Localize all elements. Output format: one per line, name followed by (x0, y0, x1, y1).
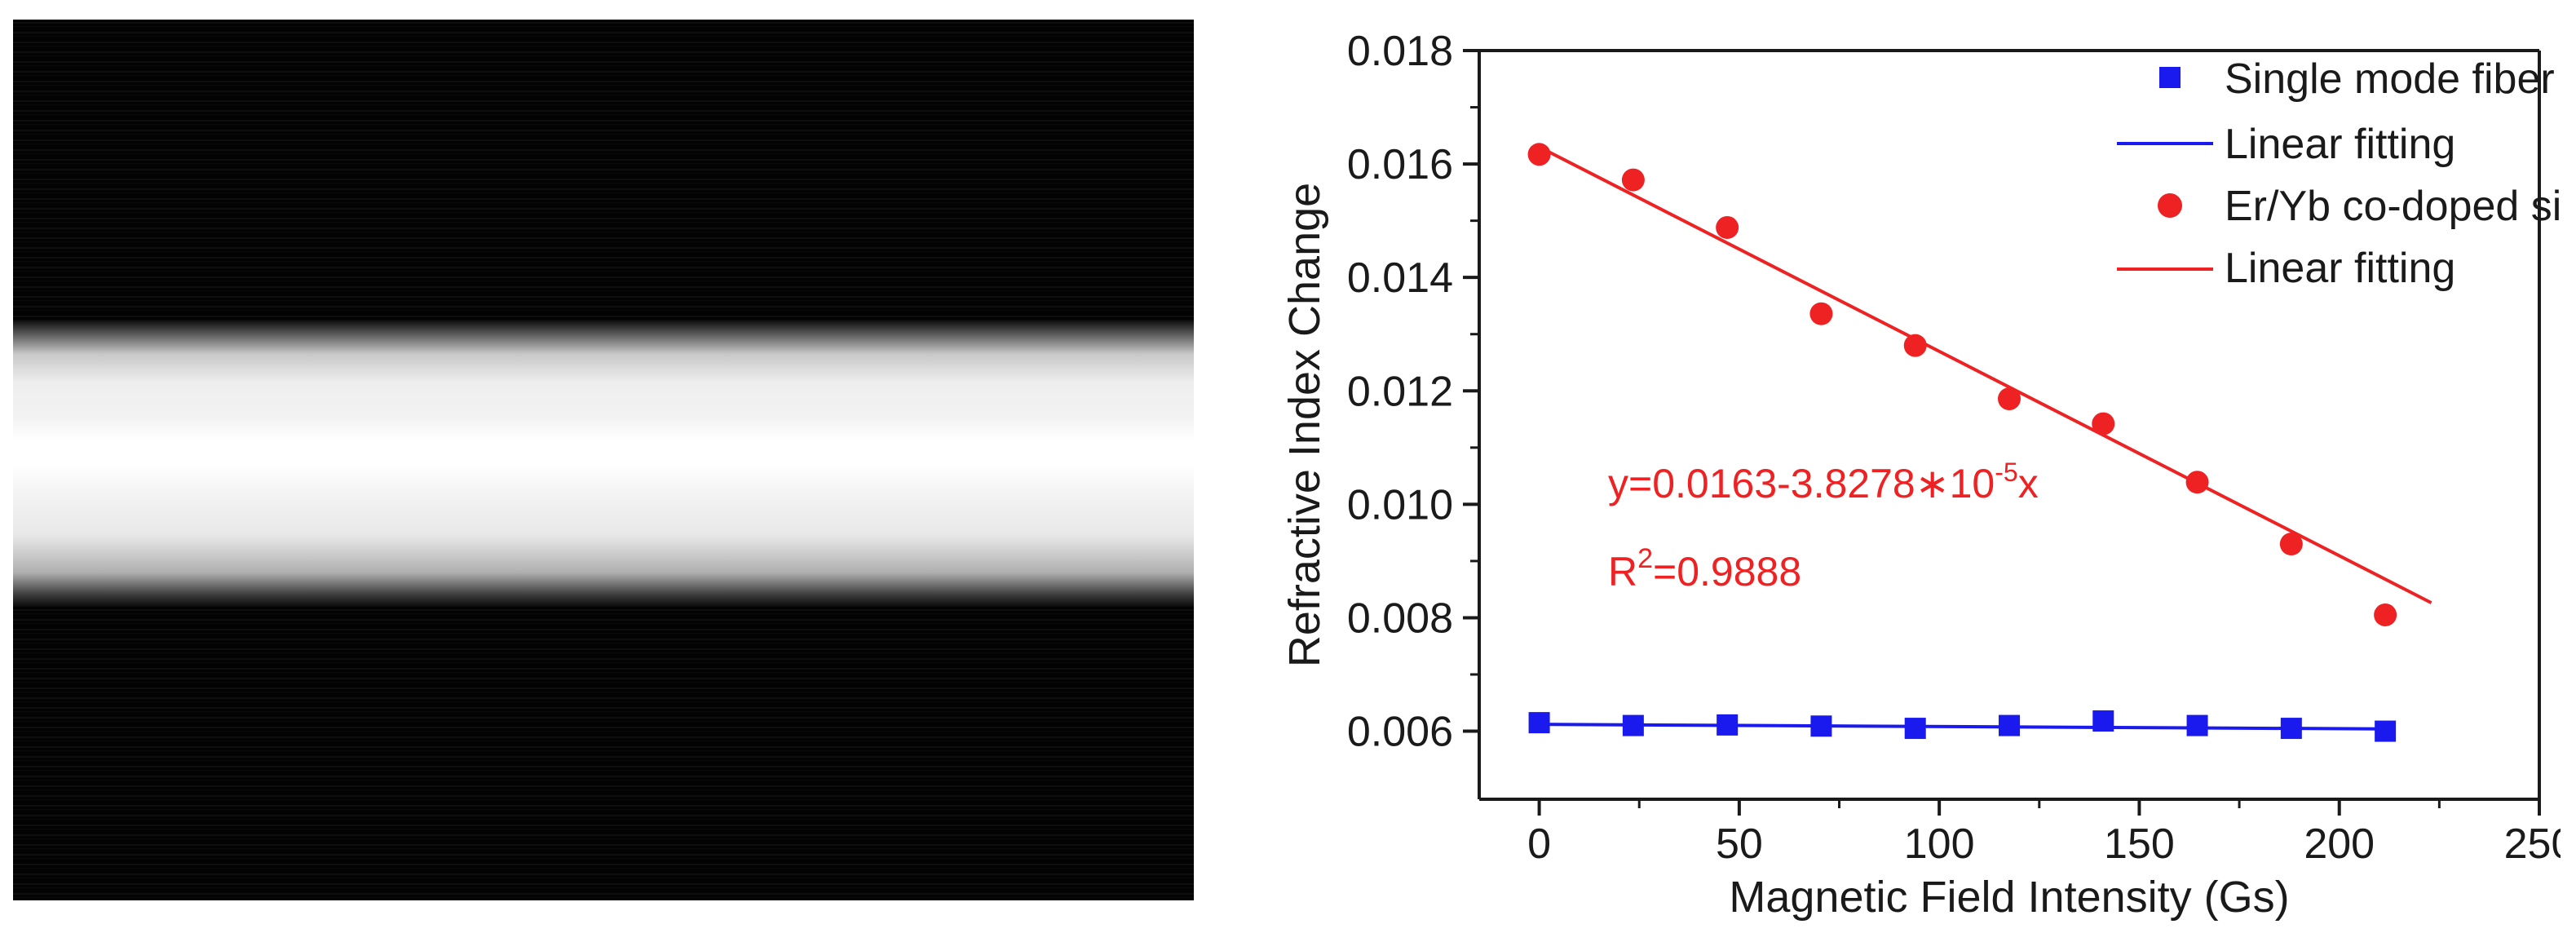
x-tick-label: 0 (1527, 820, 1551, 868)
x-axis-label: Magnetic Field Intensity (Gs) (1729, 873, 2289, 922)
legend-label-red-fit: Linear fitting (2225, 245, 2455, 292)
fit-lines (1538, 145, 2432, 731)
fit-line-3 (1538, 145, 2432, 604)
eryb-point (1716, 215, 1739, 239)
y-tick-label: 0.006 (1347, 709, 1453, 756)
legend-label-blue-fit: Linear fitting (2225, 121, 2455, 168)
fit-line-1 (1539, 723, 2386, 731)
y-tick-label: 0.018 (1347, 28, 1453, 75)
eryb-point (1809, 302, 1833, 325)
single-mode-point (2092, 710, 2114, 732)
x-tick-label: 200 (2304, 820, 2375, 868)
single-mode-point (1904, 718, 1926, 740)
legend-label-single-mode: Single mode fiber (2225, 55, 2555, 103)
data-markers (1527, 143, 2397, 742)
single-mode-point (1999, 714, 2020, 736)
eryb-point (1998, 387, 2021, 411)
legend-label-eryb: Er/Yb co-doped silica fiber (2225, 183, 2561, 230)
y-tick-label: 0.014 (1347, 254, 1453, 302)
eryb-point (1621, 168, 1645, 192)
fit-equation: y=0.0163-3.8278∗10-5x (1608, 458, 2039, 506)
y-tick-label: 0.010 (1347, 481, 1453, 528)
single-mode-point (1528, 712, 1550, 734)
fiber-micrograph-icon (13, 20, 1194, 900)
r-squared-value: R2=0.9888 (1608, 543, 1801, 595)
x-tick-label: 50 (1716, 820, 1763, 868)
eryb-point (2185, 471, 2209, 494)
y-tick-label: 0.016 (1347, 141, 1453, 188)
single-mode-point (2375, 720, 2397, 742)
x-ticks: 0 50 100 150 200 250 (1527, 799, 2561, 868)
fit-equation-annotation: y=0.0163-3.8278∗10-5x R2=0.9888 (1608, 458, 2039, 595)
y-tick-label: 0.008 (1347, 595, 1453, 642)
refractive-index-chart: 0 50 100 150 200 250 0.006 0.008 0.010 0.012 0.01… (1280, 28, 2561, 922)
y-axis-label: Refractive Index Change (1280, 183, 1329, 667)
eryb-point (2279, 533, 2303, 556)
eryb-point (2374, 603, 2397, 626)
x-tick-label: 150 (2104, 820, 2175, 868)
single-mode-point (1717, 714, 1739, 736)
x-tick-label: 250 (2504, 820, 2561, 868)
legend-marker-single-mode (2159, 67, 2181, 88)
single-mode-point (1622, 714, 1644, 736)
eryb-point (1903, 334, 1927, 357)
single-mode-point (1810, 715, 1832, 737)
eryb-point (1527, 143, 1551, 166)
single-mode-point (2280, 718, 2302, 740)
legend: Single mode fiber Linear fitting Er/Yb c… (2117, 55, 2561, 292)
single-mode-point (2186, 714, 2208, 736)
y-ticks: 0.006 0.008 0.010 0.012 0.014 0.016 0.018 (1347, 28, 1479, 756)
y-tick-label: 0.012 (1347, 368, 1453, 415)
legend-marker-eryb (2158, 193, 2182, 218)
x-tick-label: 100 (1904, 820, 1975, 868)
eryb-point (2092, 412, 2115, 436)
